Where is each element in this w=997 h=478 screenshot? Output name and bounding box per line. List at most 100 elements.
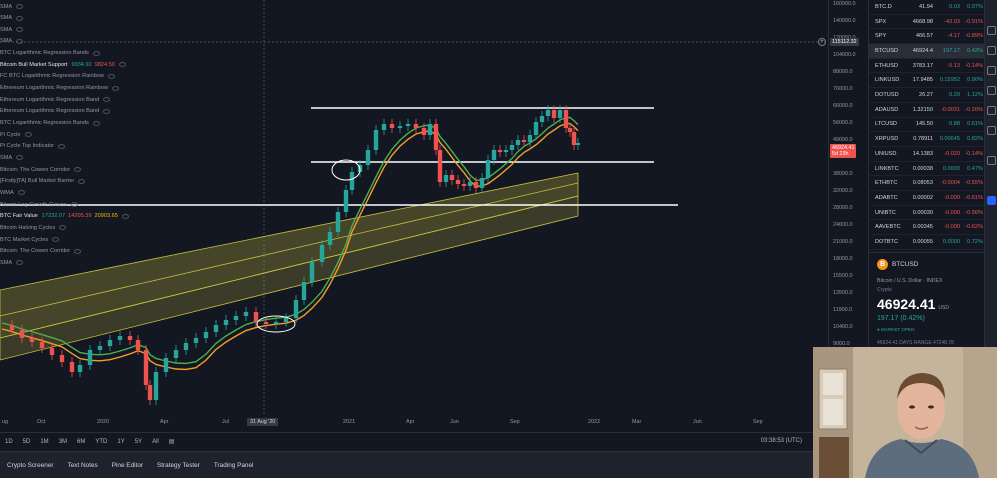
watchlist-row[interactable]: ETHBTC 0.08053 -0.0004 -0.55% — [869, 176, 985, 192]
price-tick: 18000.0 — [833, 256, 853, 262]
tab-strategy-tester[interactable]: Strategy Tester — [157, 461, 200, 469]
indicator-row[interactable]: Pi Cycle — [0, 130, 32, 139]
indicator-row[interactable]: SMA — [0, 37, 24, 46]
watchlist-row[interactable]: LINKUSD 17.9485 0.15952 0.90% — [869, 74, 985, 89]
eye-icon[interactable] — [70, 202, 78, 208]
watchlist-last: 0.00345 — [912, 224, 933, 231]
calendar-icon[interactable] — [987, 106, 996, 115]
indicator-row[interactable]: [Firstly]TA] Bull Market Barrier — [0, 177, 86, 186]
watchlist-row[interactable]: UNIBTC 0.00030 -0.000 -0.56% — [869, 206, 985, 221]
watchlist-row[interactable]: SPX 4668.98 -43.03 -0.91% — [869, 15, 985, 30]
eye-icon[interactable] — [16, 260, 24, 266]
tab-crypto-screener[interactable]: Crypto Screener — [7, 461, 54, 469]
tab-pine-editor[interactable]: Pine Editor — [111, 461, 143, 469]
time-axis[interactable]: ug Oct 2020 Apr Jul 2021 Apr Jun Sep 2022 Mar Jun Se… — [0, 416, 828, 432]
eye-icon[interactable] — [52, 237, 60, 242]
indicator-row[interactable]: SMA — [0, 2, 24, 11]
eye-icon[interactable] — [16, 4, 24, 9]
eye-icon[interactable] — [78, 178, 86, 184]
watchlist-row[interactable]: ETHUSD 3783.17 -5.13 -0.14% — [869, 59, 985, 74]
eye-icon[interactable] — [58, 143, 65, 149]
eye-icon[interactable] — [59, 225, 67, 231]
detail-symbol[interactable]: BTCUSD — [892, 261, 919, 268]
price-chart[interactable] — [0, 0, 828, 416]
eye-icon[interactable] — [92, 120, 100, 126]
indicator-row[interactable]: Bitcoin Halving Cycles — [0, 223, 67, 232]
indicator-label: [Firstly]TA] Bull Market Barrier — [0, 178, 75, 185]
range-button-ytd[interactable]: YTD — [95, 438, 108, 445]
range-button-5y[interactable]: 5Y — [134, 438, 143, 445]
watchlist-row[interactable]: DOTBTC 0.00055 0.0000 0.72% — [869, 235, 985, 250]
tab-trading-panel[interactable]: Trading Panel — [213, 461, 254, 469]
ema-line — [1, 122, 579, 371]
watchlist-icon[interactable] — [987, 26, 996, 35]
watchlist-row[interactable]: ADAUSD 1.32150 -0.0031 -0.20% — [869, 103, 985, 118]
go-to-date-icon[interactable]: ▤ — [168, 439, 175, 445]
indicator-row[interactable]: Ethereum Logarithmic Regression Band — [0, 107, 111, 116]
chat-icon[interactable] — [987, 156, 996, 165]
indicator-row[interactable]: SMA — [0, 153, 24, 162]
notifications-icon[interactable] — [987, 196, 996, 205]
eye-icon[interactable] — [118, 62, 126, 68]
indicator-row[interactable]: Ethereum Logarithmic Regression Band — [0, 95, 111, 104]
eye-icon[interactable] — [24, 132, 32, 138]
eye-icon[interactable] — [16, 15, 24, 21]
indicator-row[interactable]: Pi Cycle Top Indicator — [0, 142, 65, 151]
range-button-3m[interactable]: 3M — [58, 438, 68, 445]
indicator-row[interactable]: Bitcoin Log Growth Curves — [0, 200, 78, 209]
eye-icon[interactable] — [16, 27, 24, 33]
watchlist-row[interactable]: UNIUSD 14.1383 -0.020 -0.14% — [869, 147, 985, 162]
watchlist-row[interactable]: LINKBTC 0.00038 0.0000 0.47% — [869, 162, 985, 177]
watchlist-row[interactable]: DOTUSD 26.27 0.29 1.12% — [869, 88, 985, 103]
candle-body — [173, 350, 179, 358]
add-alert-icon[interactable]: + — [818, 38, 826, 46]
eye-icon[interactable] — [107, 73, 115, 79]
watchlist-row[interactable]: XRPUSD 0.78911 0.00645 0.82% — [869, 132, 985, 147]
range-button-all[interactable]: All — [152, 438, 159, 445]
indicator-row[interactable]: BTC Fair Value 17232.07 14205.39 20903.65 — [0, 212, 129, 221]
indicator-row[interactable]: SMA — [0, 14, 24, 23]
range-button-1y[interactable]: 1Y — [117, 438, 125, 445]
watchlist-symbol: UNIBTC — [875, 209, 896, 216]
watchlist-row[interactable]: BTC.D 41.94 0.03 0.07% — [869, 0, 985, 15]
indicator-row[interactable]: BTC Market Cycles — [0, 235, 60, 244]
watchlist-row[interactable]: AAVEBTC 0.00345 -0.000 -0.62% — [869, 221, 985, 236]
watchlist-row[interactable]: BTCUSD 46924.4 197.17 0.43% — [869, 44, 985, 59]
eye-icon[interactable] — [74, 167, 82, 173]
candle-body — [571, 132, 577, 145]
indicator-row[interactable]: Bitcoin Bull Market Support 9934.92 9824.5… — [0, 60, 126, 69]
range-button-6m[interactable]: 6M — [77, 438, 86, 445]
eye-icon[interactable] — [103, 97, 111, 103]
indicator-row[interactable]: Bitcoin: The Cowen Corridor — [0, 165, 82, 174]
indicator-row[interactable]: BTC Logarithmic Regression Bands — [0, 119, 100, 128]
indicator-row[interactable]: Bitcoin: The Cowen Corridor — [0, 247, 82, 256]
range-button-1d[interactable]: 1D — [5, 438, 13, 445]
eye-icon[interactable] — [111, 85, 119, 91]
indicator-row[interactable]: Ethereum Logarithmic Regression Rainbow — [0, 84, 119, 93]
eye-icon[interactable] — [92, 50, 100, 56]
range-button-5d[interactable]: 5D — [22, 438, 31, 445]
eye-icon[interactable] — [17, 190, 25, 196]
eye-icon[interactable] — [16, 38, 24, 44]
hotlists-icon[interactable] — [987, 86, 996, 95]
indicator-row[interactable]: SMA — [0, 25, 24, 34]
watchlist-row[interactable]: SPY 466.57 -4.17 -0.89% — [869, 29, 985, 45]
candle-body — [283, 318, 289, 322]
watchlist-row[interactable]: ADABTC 0.00002 -0.000 -0.61% — [869, 191, 985, 206]
chart-area[interactable]: SMA SMA SMA SMA BTC Logarithmic Regression B… — [0, 0, 828, 432]
watchlist-row[interactable]: LTCUSD 145.50 0.88 0.61% — [869, 118, 985, 133]
indicator-row[interactable]: WMA — [0, 188, 25, 197]
eye-icon[interactable] — [74, 248, 82, 254]
range-button-1m[interactable]: 1M — [40, 438, 49, 445]
indicator-row[interactable]: FC BTC Logarithmic Regression Rainbow — [0, 72, 115, 81]
clock[interactable]: 03:38:53 (UTC) — [760, 438, 802, 444]
alerts-icon[interactable] — [987, 46, 996, 55]
eye-icon[interactable] — [103, 108, 111, 114]
tab-text-notes[interactable]: Text Notes — [67, 461, 98, 469]
indicator-row[interactable]: BTC Logarithmic Regression Bands — [0, 49, 100, 58]
ideas-icon[interactable] — [987, 126, 996, 135]
data-window-icon[interactable] — [987, 66, 996, 75]
eye-icon[interactable] — [16, 155, 24, 161]
eye-icon[interactable] — [121, 213, 129, 219]
indicator-row[interactable]: SMA — [0, 258, 24, 267]
